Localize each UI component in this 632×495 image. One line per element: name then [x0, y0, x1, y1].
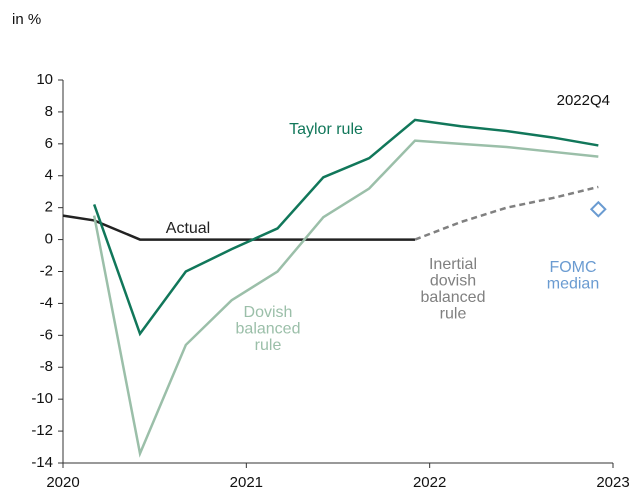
y-tick-label: -6: [40, 326, 53, 343]
y-tick-label: -14: [31, 454, 53, 471]
x-tick-label: 2022: [413, 474, 446, 491]
fomc-marker: [589, 200, 607, 218]
series-label: median: [547, 276, 599, 293]
series-label: Actual: [166, 220, 210, 237]
y-tick-label: 8: [45, 103, 53, 120]
x-tick-label: 2023: [596, 474, 629, 491]
series-label: Inertial: [429, 256, 477, 273]
series-label: FOMC: [549, 259, 596, 276]
series-line: [414, 185, 599, 241]
series-line: [62, 214, 415, 241]
series-label: rule: [255, 337, 282, 354]
y-tick-label: -8: [40, 358, 53, 375]
x-tick-label: 2021: [230, 474, 263, 491]
y-tick-label: -12: [31, 422, 53, 439]
y-tick-label: -2: [40, 262, 53, 279]
unit-label: in %: [12, 11, 41, 28]
series-label: dovish: [430, 273, 476, 290]
y-tick-label: -10: [31, 390, 53, 407]
x-tick-label: 2020: [46, 474, 79, 491]
y-tick-label: 2: [45, 199, 53, 216]
series-label: balanced: [236, 321, 301, 338]
series-label: rule: [440, 306, 467, 323]
y-tick-label: 0: [45, 231, 53, 248]
y-tick-label: 10: [36, 71, 53, 88]
series-line: [92, 118, 599, 337]
series-label: Taylor rule: [289, 121, 363, 138]
series-label: balanced: [421, 289, 486, 306]
series-label: Dovish: [244, 304, 293, 321]
y-tick-label: 6: [45, 135, 53, 152]
y-tick-label: -4: [40, 294, 53, 311]
corner-label: 2022Q4: [557, 92, 610, 109]
series-line: [92, 139, 599, 458]
y-tick-label: 4: [45, 167, 53, 184]
